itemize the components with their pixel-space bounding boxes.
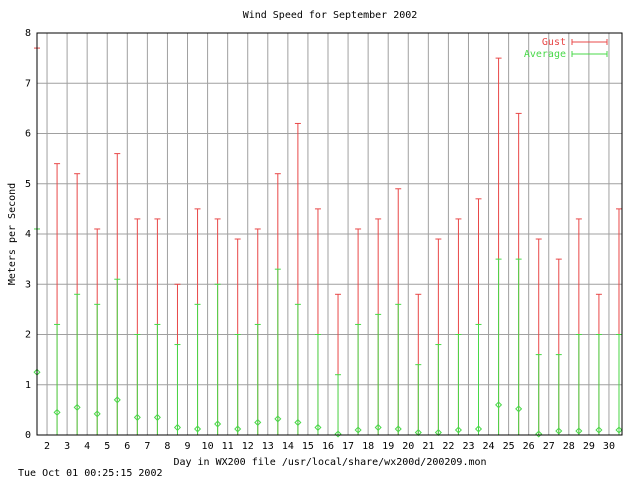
x-tick-label: 7 [144,441,150,452]
x-tick-label: 25 [503,441,515,452]
x-tick-label: 10 [202,441,214,452]
y-tick-label: 4 [25,229,31,240]
average-point [73,403,81,411]
x-tick-label: 6 [124,441,130,452]
x-tick-label: 2 [44,441,50,452]
x-tick-label: 5 [104,441,110,452]
y-tick-label: 6 [25,129,31,140]
average-point [434,428,442,437]
chart-title: Wind Speed for September 2002 [243,10,418,21]
x-tick-label: 28 [563,441,575,452]
x-tick-label: 19 [382,441,394,452]
x-tick-label: 13 [262,441,274,452]
x-tick-label: 3 [64,441,70,452]
x-tick-label: 4 [84,441,90,452]
average-point [53,408,61,416]
average-point [93,410,101,418]
x-tick-label: 24 [483,441,495,452]
average-point [454,426,462,434]
average-point [254,418,262,426]
average-point [113,396,121,404]
x-tick-label: 9 [184,441,190,452]
average-point [575,427,583,435]
average-point [294,418,302,426]
average-point [515,405,523,413]
average-point [33,368,41,376]
y-tick-label: 1 [25,380,31,391]
x-axis-label: Day in WX200 file /usr/local/share/wx200… [173,457,486,468]
legend-label: Average [524,49,566,60]
x-tick-label: 27 [543,441,555,452]
average-point [615,426,623,434]
average-point [394,425,402,433]
x-tick-label: 17 [342,441,354,452]
average-point [214,420,222,428]
average-point [274,415,282,423]
average-point [595,426,603,434]
legend-label: Gust [542,37,566,48]
x-tick-label: 14 [282,441,294,452]
x-tick-label: 21 [422,441,434,452]
footer: Tue Oct 01 00:25:15 2002 [18,468,163,479]
y-tick-label: 0 [25,430,31,441]
x-tick-label: 8 [164,441,170,452]
x-tick-label: 11 [222,441,234,452]
y-tick-label: 3 [25,279,31,290]
y-tick-label: 2 [25,330,31,341]
y-tick-label: 7 [25,78,31,89]
average-point [153,413,161,421]
x-tick-label: 26 [523,441,535,452]
average-point [374,423,382,431]
average-point [414,428,422,437]
plot-border [36,32,623,436]
average-point [555,427,563,435]
x-tick-label: 12 [242,441,254,452]
average-point [474,425,483,433]
average-point [173,423,182,431]
x-tick-label: 16 [322,441,334,452]
x-tick-label: 22 [442,441,454,452]
x-tick-label: 15 [302,441,314,452]
x-tick-label: 20 [402,441,414,452]
x-tick-label: 30 [603,441,615,452]
x-tick-label: 29 [583,441,595,452]
y-tick-label: 5 [25,179,31,190]
average-point [133,413,141,421]
y-axis-label: Meters per Second [7,183,18,285]
average-point [495,401,503,409]
average-point [314,423,322,431]
average-point [194,425,202,433]
average-point [234,425,242,433]
x-tick-label: 23 [462,441,474,452]
x-tick-label: 18 [362,441,374,452]
average-point [354,426,362,434]
y-tick-label: 8 [25,28,31,39]
